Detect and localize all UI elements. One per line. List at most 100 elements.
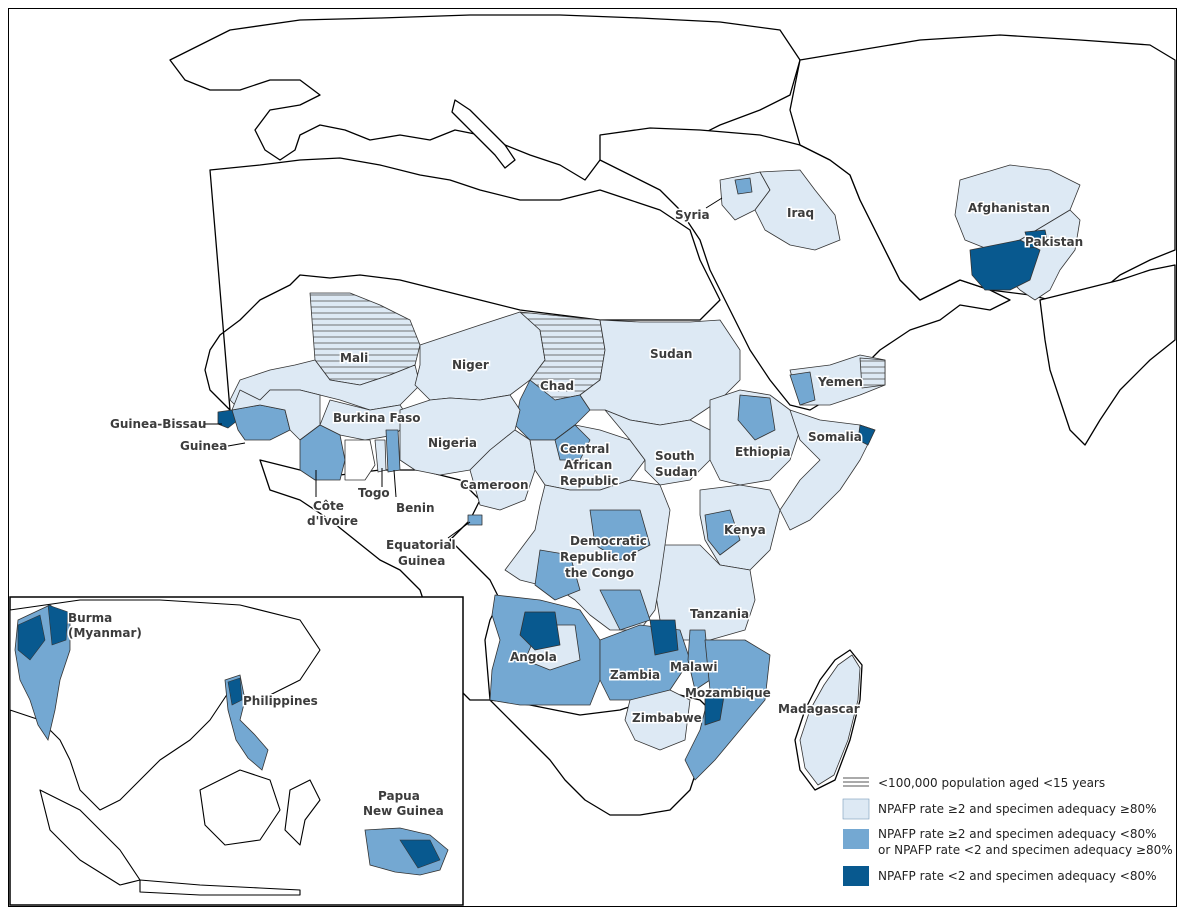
label-burkina-faso: Burkina Faso [333, 411, 421, 425]
inset-sumatra [39, 789, 141, 886]
angola-dark [519, 611, 561, 651]
legend-item-cat1: NPAFP rate ≥2 and specimen adequacy ≥80% [842, 798, 1157, 820]
label-pakistan: Pakistan [1025, 235, 1083, 249]
inset-burma-dark [17, 614, 46, 661]
label-guinea: Guinea [180, 439, 227, 453]
inset-sulawesi [284, 779, 321, 846]
label-car-2: African [564, 458, 612, 472]
label-south-sudan-2: Sudan [655, 465, 697, 479]
label-malawi: Malawi [670, 660, 717, 674]
label-angola: Angola [510, 650, 557, 664]
inset-philippines-dark [227, 677, 243, 706]
label-guinea-bissau: Guinea-Bissau [110, 417, 206, 431]
inset-mainland [9, 599, 321, 811]
label-mali: Mali [340, 351, 368, 365]
legend-label-cat3: NPAFP rate <2 and specimen adequacy <80% [878, 869, 1157, 883]
label-drc-1: Democratic [570, 534, 647, 548]
label-drc-2: Republic of [560, 550, 637, 564]
legend-label-cat2-line2: or NPAFP rate <2 and specimen adequacy ≥… [878, 843, 1173, 857]
mozambique-dark [704, 689, 726, 726]
niger [414, 311, 546, 401]
legend-item-cat2: NPAFP rate ≥2 and specimen adequacy <80%… [843, 827, 1173, 857]
label-eq-guinea-1: Equatorial [386, 538, 456, 552]
label-drc-3: the Congo [565, 566, 634, 580]
togo [374, 439, 387, 473]
tanzania [654, 544, 756, 641]
sahel-region [217, 292, 741, 511]
label-ethiopia: Ethiopia [735, 445, 791, 459]
label-benin: Benin [396, 501, 434, 515]
legend: <100,000 population aged <15 years NPAFP… [842, 776, 1173, 886]
central-south-africa [467, 479, 861, 786]
label-yemen: Yemen [817, 375, 863, 389]
legend-label-cat1: NPAFP rate ≥2 and specimen adequacy ≥80% [878, 802, 1157, 816]
label-mozambique: Mozambique [685, 686, 771, 700]
label-iraq: Iraq [787, 206, 814, 220]
legend-item-cat3: NPAFP rate <2 and specimen adequacy <80% [843, 866, 1157, 886]
cote-divoire [299, 424, 346, 481]
inset-java [139, 879, 301, 896]
ghana [344, 439, 376, 481]
label-sudan: Sudan [650, 347, 692, 361]
label-niger: Niger [452, 358, 489, 372]
label-chad: Chad [540, 379, 574, 393]
label-car-3: Republic [560, 474, 618, 488]
benin [385, 429, 401, 473]
legend-item-hatched: <100,000 population aged <15 years [843, 776, 1105, 790]
mozambique [684, 639, 771, 781]
equatorial-guinea [467, 514, 483, 526]
inset-burma-dark-2 [47, 604, 69, 646]
ethiopia-blue [737, 394, 776, 441]
label-madagascar: Madagascar [778, 702, 860, 716]
guinea [231, 404, 291, 441]
label-car-1: Central [560, 442, 609, 456]
label-kenya: Kenya [724, 523, 766, 537]
label-tanzania: Tanzania [690, 607, 749, 621]
label-eq-guinea-2: Guinea [398, 554, 445, 568]
drc-blue-2 [534, 549, 581, 601]
asia-region [719, 164, 1081, 301]
yemen-hatch [859, 357, 886, 389]
country-labels: Afghanistan Pakistan Syria Iraq Yemen So… [109, 200, 1085, 727]
malawi [687, 629, 711, 691]
iraq [754, 169, 841, 251]
label-philippines: Philippines [243, 694, 318, 708]
label-somalia: Somalia [808, 430, 862, 444]
south-sudan [604, 409, 711, 486]
label-zambia: Zambia [610, 668, 660, 682]
car-blue [554, 424, 591, 461]
leader-lines [205, 197, 723, 539]
label-cameroon: Cameroon [460, 478, 529, 492]
label-south-sudan-1: South [655, 449, 695, 463]
label-syria: Syria [675, 208, 710, 222]
legend-label-cat2: NPAFP rate ≥2 and specimen adequacy <80% [878, 827, 1157, 841]
legend-label-hatched: <100,000 population aged <15 years [878, 776, 1105, 790]
label-togo: Togo [358, 486, 390, 500]
pakistan-dark-2 [1024, 229, 1049, 249]
india [1039, 264, 1176, 446]
zimbabwe [624, 689, 691, 751]
label-zimbabwe: Zimbabwe [632, 711, 702, 725]
east-africa [654, 354, 886, 641]
label-png-2: New Guinea [363, 804, 444, 818]
somalia-dark [857, 424, 876, 446]
inset-png-dark [399, 839, 441, 869]
label-nigeria: Nigeria [428, 436, 477, 450]
label-cote-divoire-2: d'Ivoire [307, 514, 358, 528]
label-png-1: Papua [378, 789, 420, 803]
label-cote-divoire-1: Côte [313, 499, 344, 513]
kenya-blue [704, 509, 741, 556]
north-africa [204, 157, 721, 411]
label-burma-2: (Myanmar) [68, 626, 142, 640]
inset-borneo [199, 769, 281, 846]
inset-map: Burma (Myanmar) Philippines Papua New Gu… [9, 596, 464, 906]
italy [451, 99, 516, 169]
label-afghanistan: Afghanistan [968, 201, 1050, 215]
label-burma-1: Burma [68, 611, 112, 625]
drc-blue-1 [589, 509, 651, 561]
pakistan-dark [969, 239, 1041, 291]
yemen-blue [789, 371, 816, 406]
syria-blue [734, 177, 753, 195]
zambia-dark [649, 619, 679, 656]
